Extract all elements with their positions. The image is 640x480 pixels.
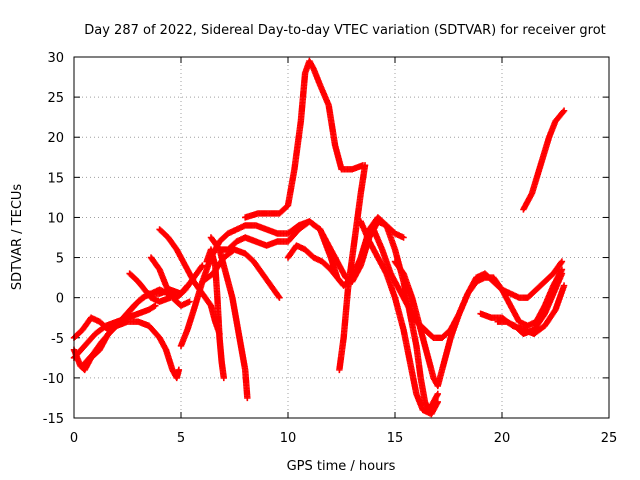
series-arc-f	[147, 254, 193, 309]
series-arc-i	[207, 214, 441, 414]
y-tick-label: 15	[47, 171, 64, 186]
y-tick-label: 10	[47, 211, 64, 226]
data-point	[175, 366, 183, 374]
data-point	[334, 274, 341, 281]
series-arc-p	[357, 218, 441, 418]
data-point	[199, 262, 206, 269]
x-tick-label: 5	[177, 431, 185, 446]
data-point	[400, 234, 407, 241]
data-point	[220, 374, 227, 382]
series-arc-l	[203, 246, 227, 382]
x-tick-label: 0	[70, 431, 78, 446]
data-point	[560, 107, 568, 114]
data-point	[186, 298, 193, 305]
series-arc-b	[70, 302, 159, 362]
y-tick-label: 25	[47, 91, 64, 106]
data-point	[150, 303, 158, 310]
plot-frame	[73, 56, 610, 419]
data-point	[434, 398, 441, 406]
series-arc-c	[70, 314, 183, 382]
data-point	[333, 273, 340, 280]
data-point	[275, 293, 282, 300]
series-arc-e	[126, 270, 174, 305]
y-tick-label: 30	[47, 51, 64, 66]
data-point	[558, 270, 566, 277]
series-arc-o	[336, 162, 369, 374]
x-tick-label: 25	[601, 431, 618, 446]
data-point	[152, 302, 159, 309]
x-axis-label: GPS time / hours	[287, 459, 396, 474]
y-tick-label: -5	[51, 332, 64, 347]
x-tick-label: 20	[494, 431, 511, 446]
data-point	[434, 390, 441, 398]
y-tick-label: 5	[56, 252, 64, 267]
x-tick-label: 15	[387, 431, 404, 446]
data-point	[361, 162, 369, 169]
x-tick-label: 10	[280, 431, 297, 446]
series-arc-m	[242, 57, 367, 221]
y-tick-label: -10	[43, 372, 64, 387]
data-points	[70, 57, 568, 418]
data-point	[558, 258, 566, 265]
grid-lines	[74, 57, 609, 418]
series-arc-k	[216, 246, 251, 402]
series-arc-u	[520, 107, 568, 213]
series-arc-n	[284, 242, 341, 281]
data-point	[276, 294, 283, 301]
y-tick-label: 0	[56, 292, 64, 307]
data-point	[557, 259, 565, 266]
axis-ticks: 0 5 10 15 20 25 -15 -10 -5 0 5 10 15 20 25 30	[43, 51, 618, 446]
data-point	[198, 263, 205, 270]
data-point	[244, 394, 251, 402]
series-arc-t	[494, 270, 566, 337]
data-point	[560, 282, 568, 289]
chart-title: Day 287 of 2022, Sidereal Day-to-day VTE…	[84, 23, 606, 38]
y-axis-label: SDTVAR / TECUs	[10, 184, 25, 291]
series-arc-j	[199, 246, 283, 301]
data-point	[559, 108, 567, 116]
y-tick-label: -15	[43, 412, 64, 427]
y-tick-label: 20	[47, 131, 64, 146]
